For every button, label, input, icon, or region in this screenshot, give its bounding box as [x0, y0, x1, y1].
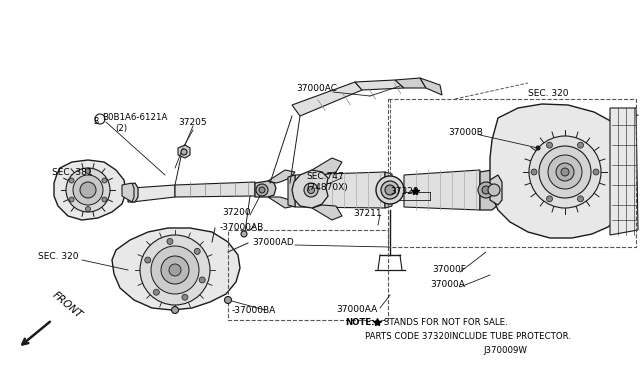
Text: 37000AC: 37000AC	[296, 84, 337, 93]
Text: 37000AA: 37000AA	[336, 305, 377, 314]
Circle shape	[161, 256, 189, 284]
Polygon shape	[420, 78, 442, 95]
Circle shape	[73, 175, 103, 205]
Circle shape	[102, 197, 107, 202]
Polygon shape	[312, 205, 342, 220]
Text: SEC.747: SEC.747	[306, 172, 344, 181]
Polygon shape	[385, 172, 392, 208]
Text: 37320: 37320	[390, 187, 419, 196]
Text: (74870X): (74870X)	[306, 183, 348, 192]
Polygon shape	[255, 181, 276, 197]
Circle shape	[547, 142, 552, 148]
Text: SEC. 381: SEC. 381	[52, 168, 93, 177]
Circle shape	[376, 176, 404, 204]
Circle shape	[102, 178, 107, 183]
Circle shape	[385, 185, 395, 195]
Circle shape	[577, 196, 584, 202]
Polygon shape	[404, 170, 480, 210]
Text: 37205: 37205	[178, 118, 207, 127]
Polygon shape	[132, 185, 175, 202]
Polygon shape	[292, 82, 362, 116]
Polygon shape	[178, 145, 190, 158]
Circle shape	[529, 136, 601, 208]
Text: FRONT: FRONT	[50, 289, 84, 320]
Circle shape	[259, 187, 265, 193]
Circle shape	[539, 146, 591, 198]
Polygon shape	[490, 104, 634, 238]
Text: -37000AB: -37000AB	[220, 223, 264, 232]
Polygon shape	[355, 80, 404, 90]
Text: -37000BA: -37000BA	[232, 306, 276, 315]
Polygon shape	[54, 160, 126, 220]
Circle shape	[151, 246, 199, 294]
Circle shape	[531, 169, 537, 175]
Text: (2): (2)	[115, 124, 127, 133]
Circle shape	[548, 155, 582, 189]
Bar	[388, 99, 636, 247]
Circle shape	[86, 206, 90, 212]
Polygon shape	[312, 158, 342, 175]
Polygon shape	[610, 108, 638, 235]
Text: NOTE:: NOTE:	[345, 318, 374, 327]
Polygon shape	[128, 183, 138, 202]
Polygon shape	[480, 170, 498, 210]
Text: 37000A: 37000A	[430, 280, 465, 289]
Circle shape	[80, 182, 96, 198]
Polygon shape	[292, 170, 328, 208]
Circle shape	[225, 296, 232, 304]
Polygon shape	[288, 175, 295, 207]
Text: B0B1A6-6121A: B0B1A6-6121A	[102, 113, 168, 122]
Circle shape	[181, 149, 187, 155]
Circle shape	[577, 142, 584, 148]
Text: SEC. 320: SEC. 320	[38, 252, 79, 261]
Circle shape	[556, 163, 574, 181]
Circle shape	[145, 257, 151, 263]
Circle shape	[66, 168, 110, 212]
Circle shape	[241, 231, 247, 237]
Circle shape	[154, 289, 159, 295]
Polygon shape	[295, 172, 385, 208]
Polygon shape	[268, 170, 295, 183]
Circle shape	[194, 248, 200, 254]
Text: 37200: 37200	[222, 208, 251, 217]
Circle shape	[304, 183, 318, 197]
Circle shape	[199, 277, 205, 283]
Circle shape	[140, 235, 210, 305]
Circle shape	[256, 184, 268, 196]
Polygon shape	[395, 78, 426, 88]
Circle shape	[172, 307, 179, 314]
Circle shape	[547, 196, 552, 202]
Bar	[228, 230, 388, 320]
Circle shape	[488, 184, 500, 196]
Circle shape	[478, 182, 494, 198]
Circle shape	[69, 197, 74, 202]
Circle shape	[536, 146, 540, 150]
Polygon shape	[490, 175, 502, 205]
Circle shape	[182, 294, 188, 300]
Text: SEC. 320: SEC. 320	[528, 89, 568, 98]
Circle shape	[307, 186, 314, 193]
Text: PARTS CODE 37320INCLUDE TUBE PROTECTOR.: PARTS CODE 37320INCLUDE TUBE PROTECTOR.	[365, 332, 571, 341]
Circle shape	[482, 186, 490, 194]
Text: 37000AD: 37000AD	[252, 238, 294, 247]
Text: J370009W: J370009W	[483, 346, 527, 355]
Circle shape	[69, 178, 74, 183]
Text: 37000B: 37000B	[448, 128, 483, 137]
Text: B: B	[93, 118, 99, 126]
Circle shape	[593, 169, 599, 175]
Circle shape	[167, 238, 173, 244]
Text: 37000F: 37000F	[432, 265, 466, 274]
Circle shape	[381, 181, 399, 199]
Circle shape	[86, 169, 90, 173]
Polygon shape	[268, 197, 295, 208]
Text: 37211: 37211	[353, 209, 381, 218]
Polygon shape	[122, 183, 134, 202]
Text: STANDS FOR NOT FOR SALE.: STANDS FOR NOT FOR SALE.	[381, 318, 508, 327]
Circle shape	[169, 264, 181, 276]
Circle shape	[561, 168, 569, 176]
Polygon shape	[175, 182, 255, 197]
Polygon shape	[112, 228, 240, 310]
